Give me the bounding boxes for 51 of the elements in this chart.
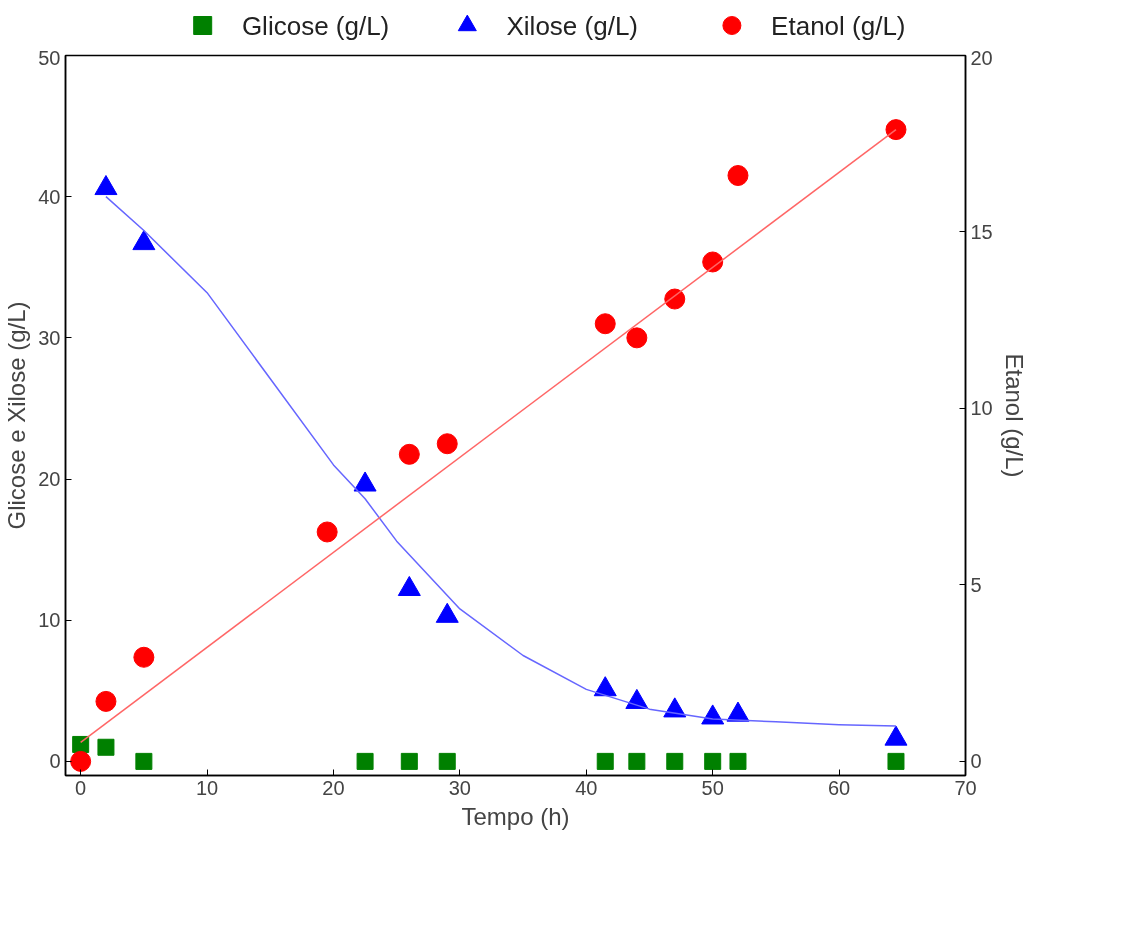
point [97,738,115,756]
x-axis-title: Tempo (h) [461,802,570,830]
point [594,313,616,335]
point [664,288,686,310]
point [626,327,648,349]
point [94,175,118,196]
point [596,752,614,770]
point [400,752,418,770]
point [316,521,338,543]
point [666,752,684,770]
x-tick-label: 70 [954,776,977,799]
y2-tick-label: 20 [970,46,993,69]
y-tick-label: 0 [49,750,61,773]
point [353,471,377,492]
point [628,752,646,770]
point [95,690,117,712]
y2-tick-label: 10 [970,397,993,420]
y-tick-label: 30 [38,326,61,349]
point [702,251,724,273]
point [70,750,92,772]
y2-axis-title: Etanol (g/L) [1000,353,1028,478]
x-tick-label: 20 [322,776,345,799]
x-tick-label: 50 [701,776,724,799]
point [132,230,156,251]
y-tick-label: 40 [38,185,61,208]
y-tick-label: 10 [38,609,61,632]
point [727,165,749,186]
point [436,433,458,455]
y2-tick-label: 15 [970,220,993,243]
legend-label: Xilose (g/L) [506,10,638,41]
x-tick-label: 40 [575,776,598,799]
y-axis-title: Glicose e Xilose (g/L) [3,301,31,530]
legend-label: Glicose (g/L) [241,10,390,41]
point [729,752,747,770]
point [398,443,420,465]
legend-label: Etanol (g/L) [771,10,906,41]
point [887,752,905,770]
point [133,646,155,668]
y-tick-label: 50 [38,46,61,69]
y-tick-label: 20 [38,468,61,491]
y2-tick-label: 0 [970,750,982,773]
point [356,752,374,770]
x-tick-label: 10 [195,776,219,799]
point [135,752,153,770]
y2-tick-label: 5 [970,573,982,596]
x-tick-label: 60 [827,776,851,799]
x-tick-label: 30 [448,776,472,799]
point [438,752,456,770]
point [885,119,907,141]
x-tick-label: 0 [75,776,87,799]
point [704,752,722,770]
